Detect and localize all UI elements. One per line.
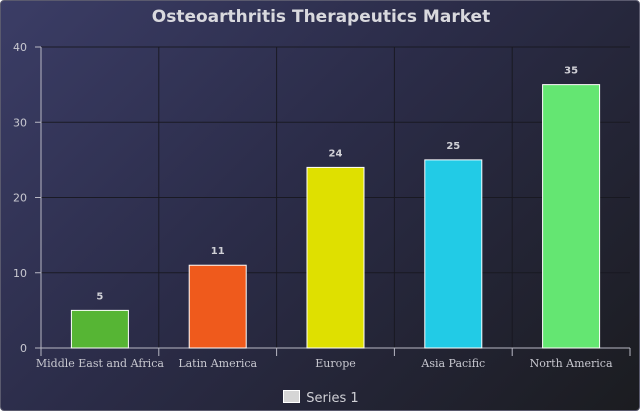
x-tick-label: Latin America: [178, 357, 257, 370]
bar: [306, 166, 365, 349]
legend[interactable]: Series 1: [1, 390, 639, 406]
bar: [188, 264, 247, 349]
x-tick-label: North America: [530, 357, 613, 370]
legend-label[interactable]: Series 1: [306, 391, 359, 406]
x-tick-label: Asia Pacific: [420, 357, 485, 370]
data-labels: 5 11 24 25 35: [96, 66, 578, 303]
y-tick-label: 40: [13, 41, 27, 54]
data-label: 24: [329, 148, 343, 159]
y-tick-label: 20: [13, 192, 27, 205]
y-tick-label: 10: [13, 267, 27, 280]
data-label: 25: [446, 141, 460, 152]
chart-title: Osteoarthritis Therapeutics Market: [151, 7, 491, 27]
y-tick-label: 0: [20, 342, 27, 355]
bar: [424, 159, 483, 349]
bar: [70, 309, 129, 349]
legend-swatch[interactable]: [283, 390, 301, 403]
x-tick-label: Middle East and Africa: [36, 357, 164, 370]
data-label: 35: [564, 66, 578, 77]
data-label: 5: [96, 291, 103, 302]
y-tick-label: 30: [13, 116, 27, 129]
data-label: 11: [211, 246, 225, 257]
bar: [542, 84, 601, 349]
x-tick-label: Europe: [315, 357, 356, 370]
bars: [70, 84, 601, 349]
